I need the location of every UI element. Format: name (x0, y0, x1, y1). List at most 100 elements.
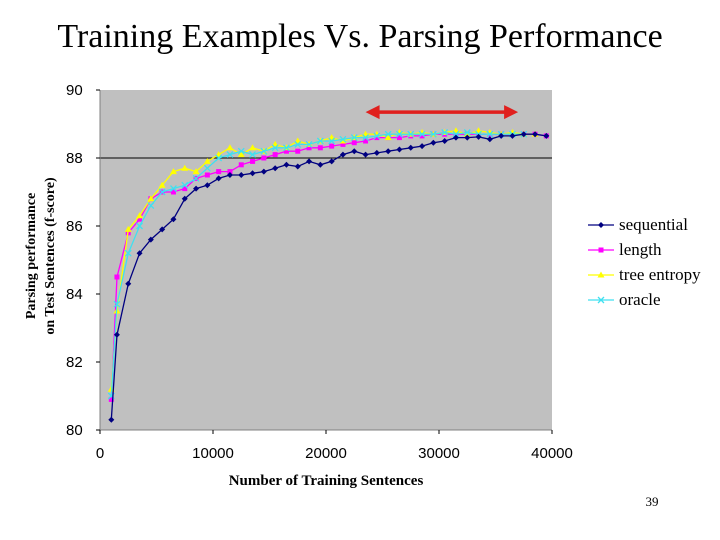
oracle-point (147, 202, 155, 210)
y-tick-label: 82 (66, 354, 83, 371)
oracle-point (441, 129, 449, 136)
oracle-point (282, 144, 290, 152)
length-point (108, 396, 114, 402)
sequential-point (475, 133, 482, 140)
tree-entropy-point (237, 151, 245, 158)
length-point (283, 148, 289, 154)
oracle-point (260, 147, 268, 155)
tree-entropy-point (124, 225, 132, 232)
length-point (329, 143, 335, 149)
length-point (419, 133, 425, 139)
sequential-point (373, 149, 380, 156)
legend: sequential length tree entropy oracle (588, 215, 701, 309)
x-tick-label: 0 (96, 445, 104, 462)
tree-entropy-point (147, 195, 155, 202)
oracle-point (373, 132, 381, 140)
oracle-point (113, 300, 121, 308)
oracle-point (237, 147, 245, 155)
sequential-point (328, 158, 335, 165)
oracle-point (418, 130, 426, 138)
length-point (182, 186, 188, 192)
sequential-point (498, 132, 505, 139)
oracle-point (362, 134, 370, 142)
sequential-point (204, 182, 211, 189)
series-layer (107, 127, 550, 423)
length-point (317, 145, 323, 151)
oracle-point (181, 181, 189, 189)
sequential-point (215, 175, 222, 182)
sequential-point (306, 158, 313, 165)
tree-entropy-point (136, 212, 144, 219)
y-tick-label: 86 (66, 218, 83, 235)
legend-label: length (619, 240, 662, 259)
y-tick-label: 80 (66, 422, 83, 439)
oracle-point (215, 154, 223, 162)
sequential-point (125, 280, 132, 287)
tree-entropy-point (339, 137, 347, 144)
x-axis-label: Number of Training Sentences (229, 473, 424, 489)
legend-sequential-point (598, 222, 604, 228)
x-tick-label: 10000 (192, 445, 234, 462)
y-tick-label: 88 (66, 150, 83, 167)
oracle-point (395, 130, 403, 138)
length-point (272, 152, 278, 158)
oracle-point (429, 130, 437, 138)
sequential-point (362, 151, 369, 158)
sequential-point (543, 132, 550, 139)
tree-entropy-point (486, 129, 494, 135)
length-point (363, 138, 369, 144)
sequential-point (407, 144, 414, 151)
x-tick-label: 30000 (418, 445, 460, 462)
tree-entropy-point (192, 168, 200, 175)
legend-label: sequential (619, 215, 688, 234)
sequential-point (272, 165, 279, 172)
legend-item-length: length (588, 240, 662, 259)
legend-item-tree-entropy: tree entropy (588, 265, 701, 284)
legend-item-oracle: oracle (588, 290, 661, 309)
oracle-point (136, 222, 144, 230)
oracle-point (192, 174, 200, 182)
sequential-point (486, 136, 493, 143)
tree-entropy-point (384, 134, 392, 141)
y-tick-label: 84 (66, 286, 83, 303)
length-point (396, 135, 402, 141)
oracle-point (328, 137, 336, 145)
slide-title: Training Examples Vs. Parsing Performanc… (57, 18, 663, 55)
tree-entropy-point (249, 144, 257, 151)
oracle-point (407, 130, 415, 138)
sequential-point (532, 131, 539, 138)
x-tick-label: 40000 (531, 445, 573, 462)
oracle-point (294, 140, 302, 148)
sequential-point (464, 134, 471, 141)
length-point (137, 216, 143, 222)
tree-entropy-point (226, 144, 234, 151)
sequential-point (136, 250, 143, 257)
sequential-point (509, 132, 516, 139)
tree-entropy-point (158, 181, 166, 188)
sequential-point (441, 138, 448, 144)
oracle-point (350, 134, 358, 142)
tree-entropy-point (508, 129, 516, 135)
length-point (238, 162, 244, 168)
length-point (114, 274, 120, 280)
oracle-point (226, 151, 234, 159)
sequential-point (294, 163, 301, 170)
sequential-point (396, 146, 403, 153)
series-line-length (110, 133, 547, 400)
length-point (306, 145, 312, 151)
oracle-point (203, 164, 211, 172)
sequential-point (113, 331, 120, 338)
sequential-point (249, 170, 256, 177)
sequential-point (385, 148, 392, 155)
tree-entropy-point (203, 157, 211, 164)
legend-item-sequential: sequential (588, 215, 688, 234)
length-point (351, 140, 357, 146)
tree-entropy-point (169, 168, 177, 175)
oracle-point (271, 144, 279, 152)
oracle-point (486, 130, 494, 138)
length-point (261, 155, 267, 161)
sequential-point (317, 161, 324, 168)
tree-entropy-point (395, 129, 403, 135)
oracle-point (158, 188, 166, 196)
sequential-point (452, 134, 459, 141)
